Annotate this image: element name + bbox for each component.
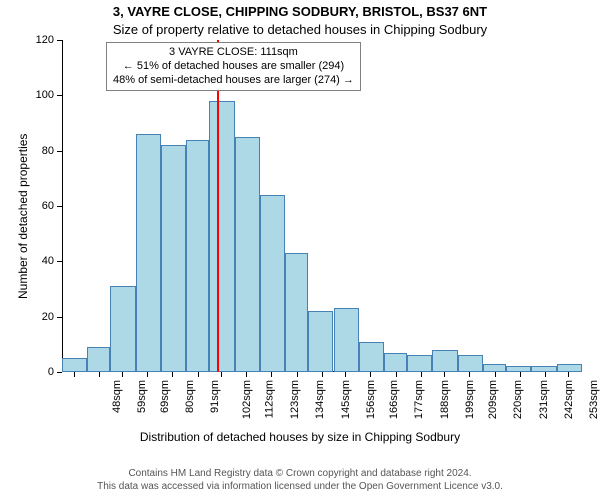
histogram-bar	[308, 311, 333, 372]
x-tick-mark	[495, 372, 496, 377]
histogram-bar	[432, 350, 457, 372]
x-tick-mark	[421, 372, 422, 377]
annotation-line1: 3 VAYRE CLOSE: 111sqm	[113, 46, 354, 60]
histogram-bar	[557, 364, 582, 372]
histogram-bar	[483, 364, 506, 372]
histogram-bar	[407, 355, 432, 372]
histogram-bar	[110, 286, 135, 372]
histogram-bar	[87, 347, 110, 372]
x-tick-mark	[545, 372, 546, 377]
x-tick-label: 145sqm	[340, 380, 352, 419]
x-tick-label: 156sqm	[365, 380, 377, 419]
annotation-box: 3 VAYRE CLOSE: 111sqm ← 51% of detached …	[106, 42, 361, 91]
x-tick-label: 134sqm	[315, 380, 327, 419]
chart-container: 3, VAYRE CLOSE, CHIPPING SODBURY, BRISTO…	[0, 0, 600, 500]
histogram-bar	[506, 366, 531, 372]
annotation-line2: ← 51% of detached houses are smaller (29…	[113, 60, 354, 74]
annotation-line3: 48% of semi-detached houses are larger (…	[113, 74, 354, 88]
y-axis-label: Number of detached properties	[16, 134, 30, 299]
y-tick-mark	[57, 206, 62, 207]
x-tick-label: 80sqm	[184, 380, 196, 413]
histogram-bar	[62, 358, 87, 372]
x-tick-label: 69sqm	[159, 380, 171, 413]
x-tick-label: 220sqm	[512, 380, 524, 419]
footer-line1: Contains HM Land Registry data © Crown c…	[0, 468, 600, 481]
x-tick-label: 188sqm	[439, 380, 451, 419]
y-tick-mark	[57, 261, 62, 262]
x-tick-label: 123sqm	[289, 380, 301, 419]
x-tick-mark	[122, 372, 123, 377]
x-tick-label: 209sqm	[487, 380, 499, 419]
y-tick-mark	[57, 317, 62, 318]
y-tick-mark	[57, 372, 62, 373]
y-tick-label: 20	[24, 311, 54, 323]
x-tick-mark	[246, 372, 247, 377]
chart-subtitle: Size of property relative to detached ho…	[0, 22, 600, 37]
x-tick-label: 242sqm	[563, 380, 575, 419]
y-tick-mark	[57, 40, 62, 41]
x-tick-label: 253sqm	[588, 380, 600, 419]
footer-line2: This data was accessed via information l…	[0, 481, 600, 494]
x-tick-label: 59sqm	[136, 380, 148, 413]
histogram-bar	[209, 101, 234, 372]
histogram-bar	[136, 134, 161, 372]
histogram-bar	[531, 366, 556, 372]
y-tick-mark	[57, 95, 62, 96]
x-tick-label: 102sqm	[241, 380, 253, 419]
histogram-bar	[334, 308, 359, 372]
x-tick-label: 112sqm	[263, 380, 275, 418]
x-tick-label: 48sqm	[111, 380, 123, 413]
x-tick-mark	[568, 372, 569, 377]
x-tick-mark	[322, 372, 323, 377]
x-tick-mark	[444, 372, 445, 377]
x-tick-mark	[74, 372, 75, 377]
footer-attribution: Contains HM Land Registry data © Crown c…	[0, 468, 600, 493]
x-tick-label: 231sqm	[538, 380, 550, 419]
histogram-bar	[161, 145, 186, 372]
x-tick-mark	[469, 372, 470, 377]
x-axis-label: Distribution of detached houses by size …	[0, 430, 600, 444]
x-tick-mark	[297, 372, 298, 377]
y-tick-mark	[57, 151, 62, 152]
histogram-bar	[285, 253, 308, 372]
chart-title: 3, VAYRE CLOSE, CHIPPING SODBURY, BRISTO…	[0, 4, 600, 19]
x-tick-mark	[172, 372, 173, 377]
x-tick-mark	[520, 372, 521, 377]
x-tick-mark	[198, 372, 199, 377]
x-tick-label: 166sqm	[388, 380, 400, 419]
y-tick-label: 100	[24, 89, 54, 101]
x-tick-label: 91sqm	[209, 380, 221, 413]
x-tick-mark	[271, 372, 272, 377]
x-tick-label: 199sqm	[464, 380, 476, 419]
histogram-bar	[458, 355, 483, 372]
x-tick-mark	[370, 372, 371, 377]
histogram-bar	[384, 353, 407, 372]
x-tick-mark	[396, 372, 397, 377]
x-tick-mark	[221, 372, 222, 377]
histogram-bar	[359, 342, 384, 372]
histogram-bar	[235, 137, 260, 372]
histogram-bar	[260, 195, 285, 372]
histogram-bar	[186, 140, 209, 372]
y-axis-line	[62, 40, 63, 372]
x-tick-mark	[147, 372, 148, 377]
x-tick-mark	[345, 372, 346, 377]
x-tick-label: 177sqm	[413, 380, 425, 419]
x-tick-mark	[99, 372, 100, 377]
y-tick-label: 120	[24, 34, 54, 46]
y-tick-label: 0	[24, 366, 54, 378]
